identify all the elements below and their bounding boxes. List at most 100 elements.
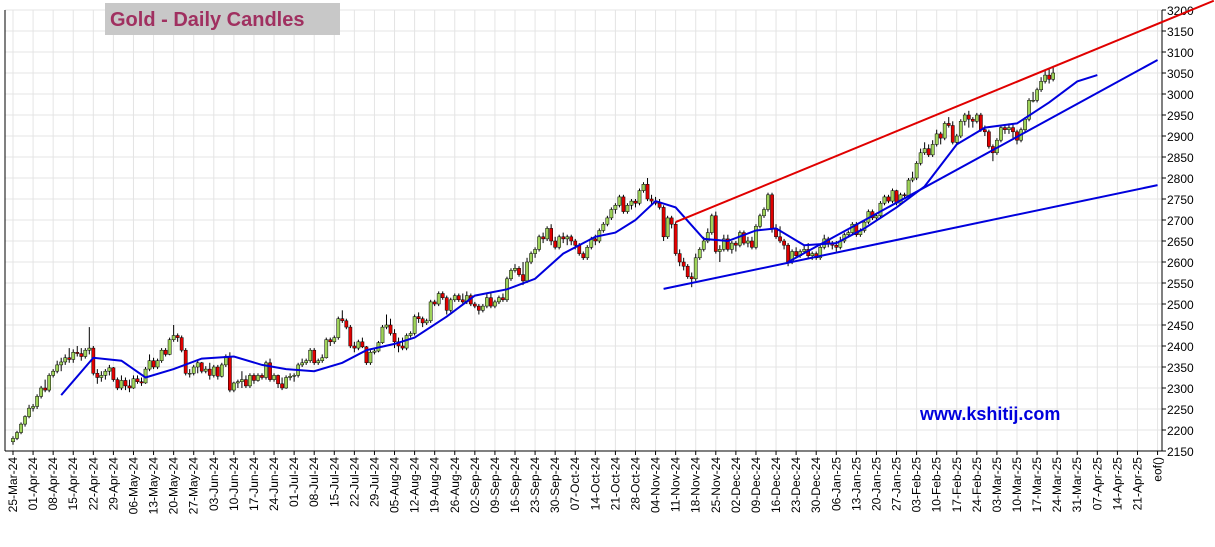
candle — [974, 112, 979, 124]
candle-body — [950, 125, 955, 143]
candle-body — [440, 293, 445, 298]
candle-body — [601, 223, 606, 231]
candle-body — [938, 133, 943, 139]
candle-body — [553, 240, 558, 248]
y-tick-label: 2600 — [1167, 256, 1194, 270]
candle — [400, 337, 405, 351]
candle — [67, 348, 72, 363]
y-tick-label: 2900 — [1167, 130, 1194, 144]
candle-body — [15, 432, 19, 439]
candle-body — [517, 268, 521, 275]
candle-body — [340, 318, 345, 322]
candle — [236, 379, 240, 388]
x-tick-label: 17-Jun-24 — [247, 457, 261, 511]
candle — [364, 346, 369, 365]
candle-body — [987, 131, 991, 147]
candle — [51, 369, 56, 378]
candle — [264, 360, 268, 380]
candle-body — [585, 247, 590, 259]
candle — [946, 117, 951, 128]
x-tick-label: 23-Dec-24 — [789, 457, 803, 513]
candle — [320, 354, 325, 363]
candle — [324, 337, 329, 359]
candle-body — [244, 379, 248, 387]
candle — [746, 236, 750, 248]
candle-body — [304, 360, 309, 364]
candle — [742, 230, 746, 246]
candle-body — [364, 346, 369, 364]
candle — [232, 381, 236, 393]
candle — [705, 228, 710, 244]
candle — [452, 293, 457, 302]
candle-body — [59, 361, 64, 366]
candle-body — [489, 297, 493, 307]
candle — [292, 373, 296, 382]
candle-body — [31, 406, 35, 409]
x-tick-label: 19-Aug-24 — [428, 457, 442, 513]
candle-body — [1043, 74, 1047, 82]
x-tick-label: 26-Aug-24 — [448, 457, 462, 513]
candle — [328, 337, 333, 346]
candle-body — [962, 114, 967, 122]
candle-body — [119, 380, 124, 389]
candle-body — [79, 353, 84, 357]
candle — [585, 245, 590, 260]
candle — [119, 375, 124, 391]
candle-body — [754, 226, 758, 248]
candle — [280, 377, 284, 391]
candle — [115, 377, 120, 391]
y-tick-label: 3000 — [1167, 88, 1194, 102]
candle-body — [677, 253, 682, 263]
candle-body — [408, 333, 413, 336]
candle-body — [380, 326, 385, 343]
candle — [356, 339, 361, 351]
candle — [665, 215, 670, 239]
candle-body — [882, 196, 887, 204]
candle — [725, 234, 730, 252]
x-tick-label: 18-Nov-24 — [689, 457, 703, 513]
y-tick-label: 2700 — [1167, 214, 1194, 228]
candle — [316, 358, 321, 365]
candle-body — [613, 205, 618, 210]
candle — [1003, 125, 1007, 134]
y-tick-label: 3100 — [1167, 46, 1194, 60]
candle — [276, 374, 280, 388]
y-tick-label: 2200 — [1167, 424, 1194, 438]
candle — [143, 367, 148, 384]
candle — [930, 140, 935, 157]
candle — [553, 236, 558, 250]
candle-body — [187, 373, 192, 375]
candle-body — [910, 177, 915, 181]
candle — [11, 436, 15, 445]
candle-body — [336, 318, 341, 338]
candle — [709, 213, 714, 235]
candle-body — [1047, 74, 1051, 80]
candle — [537, 234, 541, 252]
x-tick-label: 05-Aug-24 — [388, 457, 402, 513]
candle-body — [657, 202, 662, 208]
x-tick-label: 07-Apr-25 — [1090, 457, 1104, 511]
trendline — [663, 184, 1158, 290]
candle — [910, 171, 915, 183]
candle — [195, 360, 200, 374]
candle — [31, 403, 35, 412]
y-tick-label: 2550 — [1167, 277, 1194, 291]
candle-body — [766, 194, 770, 210]
candle — [103, 369, 108, 380]
candle — [412, 314, 417, 336]
candle — [448, 297, 453, 313]
candle-body — [942, 123, 947, 139]
y-tick-label: 2300 — [1167, 382, 1194, 396]
candle — [762, 207, 766, 218]
candle-body — [930, 144, 935, 156]
candle-body — [131, 378, 136, 389]
candle-body — [288, 375, 292, 378]
candle-body — [934, 133, 939, 145]
candle-body — [493, 301, 497, 307]
candle — [497, 295, 501, 304]
candle-body — [794, 251, 798, 256]
candle-body — [256, 375, 260, 381]
candle-body — [155, 360, 160, 368]
candle — [938, 131, 943, 145]
candle-body — [215, 366, 220, 377]
